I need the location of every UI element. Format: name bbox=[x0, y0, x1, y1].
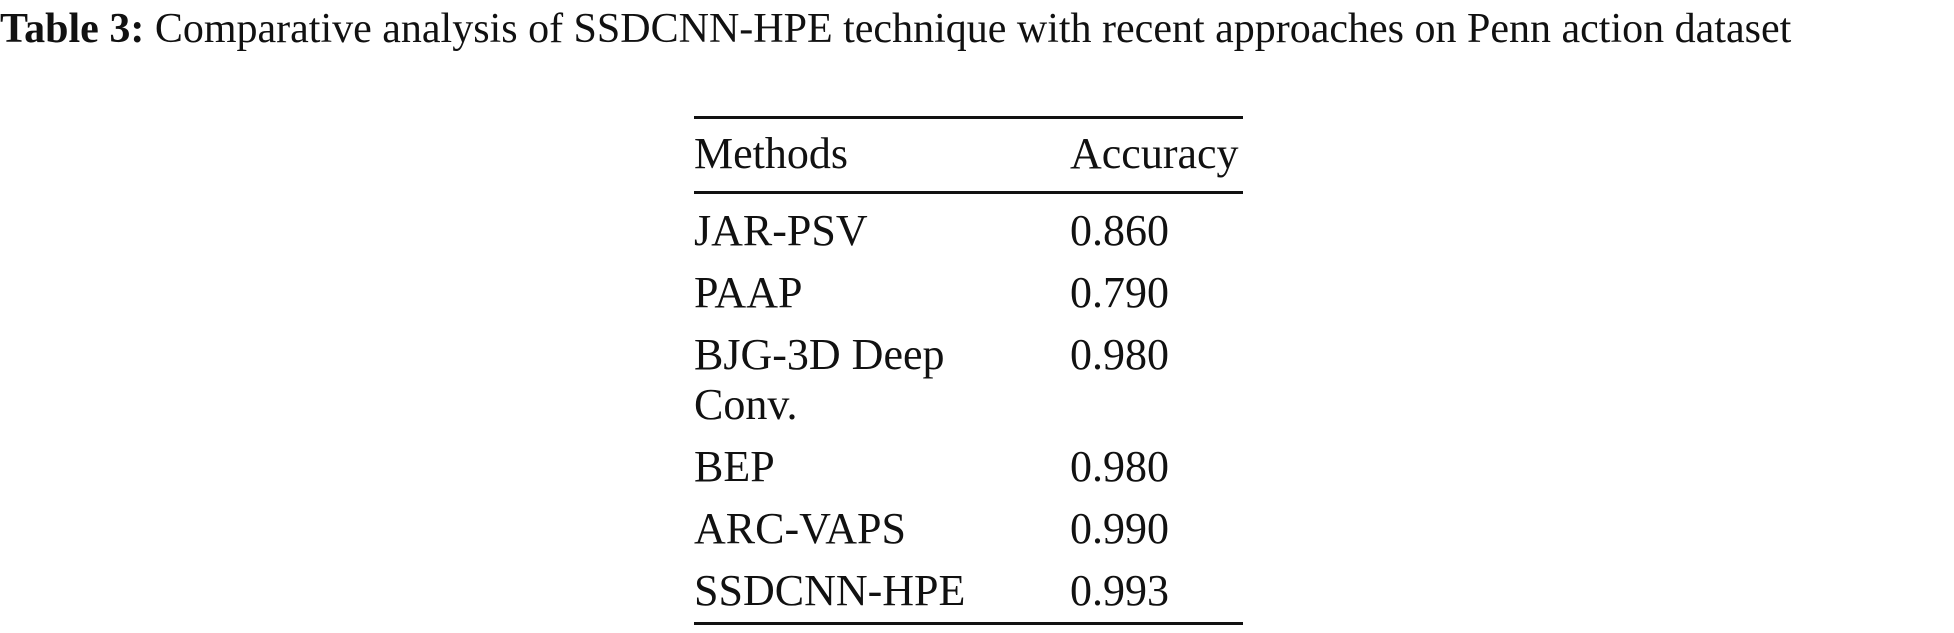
table-header: Methods Accuracy bbox=[694, 116, 1243, 194]
table-cell: ARC-VAPS bbox=[694, 504, 906, 553]
table-cell: 0.790 bbox=[1070, 268, 1169, 317]
table-cell: SSDCNN-HPE bbox=[694, 560, 1070, 625]
caption: Table 3: Comparative analysis of SSDCNN-… bbox=[0, 4, 1954, 54]
table-cell: BEP bbox=[694, 442, 775, 491]
header-cell: Accuracy bbox=[1070, 116, 1243, 194]
table-cell: 0.993 bbox=[1070, 560, 1243, 625]
table-cell: 0.980 bbox=[1070, 442, 1169, 491]
table-row: BJG-3D Deep Conv. 0.980 bbox=[694, 324, 1243, 436]
table-cell: 0.860 bbox=[1070, 206, 1169, 255]
table-row: PAAP 0.790 bbox=[694, 262, 1243, 324]
table-row: BEP 0.980 bbox=[694, 436, 1243, 498]
table-cell: PAAP bbox=[694, 268, 803, 317]
table-row: JAR-PSV 0.860 bbox=[694, 193, 1243, 263]
table-cell: 0.980 bbox=[1070, 330, 1169, 379]
caption-label: Table 3: bbox=[0, 6, 145, 52]
table-body: JAR-PSV 0.860 PAAP 0.790 BJG-3D Deep Conv. 0.… bbox=[694, 193, 1243, 625]
table-cell: JAR-PSV bbox=[694, 206, 868, 255]
caption-text: Comparative analysis of SSDCNN-HPE techn… bbox=[154, 6, 1792, 52]
header-row: Methods Accuracy bbox=[694, 116, 1243, 194]
table-cell: 0.990 bbox=[1070, 504, 1169, 553]
table-row: SSDCNN-HPE 0.993 bbox=[694, 560, 1243, 625]
header-cell: Methods bbox=[694, 116, 1070, 194]
table-cell: BJG-3D Deep Conv. bbox=[694, 330, 945, 429]
table-row: ARC-VAPS 0.990 bbox=[694, 498, 1243, 560]
table: Methods Accuracy JAR-PSV 0.860 PAAP 0.790 BJ… bbox=[694, 116, 1243, 625]
